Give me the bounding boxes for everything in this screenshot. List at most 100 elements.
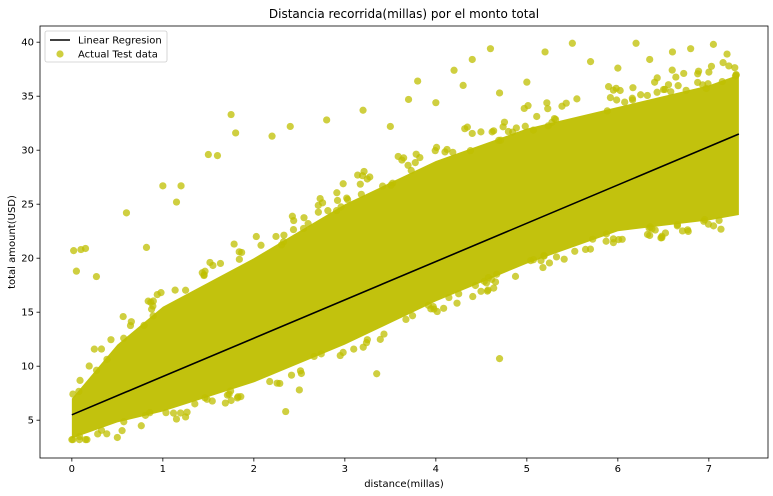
- scatter-point: [604, 83, 613, 91]
- scatter-point: [216, 259, 225, 268]
- y-tick-label: 10: [21, 362, 34, 373]
- scatter-point: [732, 71, 740, 79]
- scatter-point: [667, 88, 675, 96]
- scatter-point: [606, 93, 615, 102]
- scatter-point: [237, 393, 245, 401]
- scatter-point: [614, 64, 622, 72]
- scatter-point: [709, 40, 718, 48]
- scatter-point: [310, 352, 318, 361]
- scatter-point: [356, 180, 364, 188]
- scatter-point: [386, 122, 394, 131]
- scatter-point: [225, 390, 233, 398]
- scatter-point: [643, 91, 651, 100]
- scatter-point: [450, 66, 458, 74]
- scatter-point: [146, 409, 154, 417]
- scatter-point: [581, 245, 590, 254]
- scatter-point: [495, 89, 504, 97]
- scatter-point: [373, 370, 381, 378]
- legend: Linear Regresion Actual Test data: [44, 30, 168, 63]
- scatter-point: [72, 267, 80, 275]
- scatter-point: [707, 62, 716, 70]
- scatter-point: [668, 48, 677, 56]
- scatter-point: [177, 182, 185, 190]
- scatter-point: [159, 182, 167, 190]
- scatter-point: [637, 91, 645, 99]
- y-tick-label: 35: [21, 92, 34, 103]
- scatter-point: [543, 99, 551, 107]
- scatter-point: [235, 255, 243, 263]
- scatter-point: [272, 232, 280, 241]
- scatter-point: [511, 272, 520, 280]
- scatter-point: [629, 84, 637, 92]
- scatter-point: [122, 209, 131, 217]
- scatter-point: [282, 407, 290, 416]
- scatter-point: [651, 78, 659, 86]
- scatter-point: [172, 198, 181, 206]
- y-tick-label: 30: [21, 146, 34, 157]
- scatter-point: [414, 77, 422, 85]
- scatter-point: [182, 413, 190, 421]
- scatter-point: [268, 132, 276, 140]
- scatter-point: [500, 118, 509, 126]
- scatter-point: [632, 39, 640, 47]
- scatter-point: [227, 396, 235, 405]
- x-tick-label: 0: [69, 464, 75, 475]
- scatter-point: [81, 244, 90, 253]
- y-tick-label: 15: [21, 308, 34, 319]
- axes-frame: [39, 25, 769, 459]
- scatter-point: [573, 95, 581, 103]
- scatter-point: [149, 312, 157, 320]
- scatter-point: [589, 235, 597, 243]
- scatter-point: [404, 95, 413, 104]
- scatter-point: [171, 286, 179, 294]
- scatter-point: [209, 261, 217, 270]
- scatter-point: [336, 351, 344, 360]
- scatter-point: [69, 436, 77, 444]
- x-tick-label: 7: [706, 464, 712, 475]
- scatter-point: [398, 156, 406, 164]
- scatter-point: [687, 45, 695, 53]
- scatter-point: [363, 175, 371, 183]
- scatter-point: [289, 225, 298, 234]
- scatter-point: [715, 216, 723, 225]
- regression-line: [71, 133, 740, 416]
- scatter-point: [668, 66, 676, 74]
- scatter-point: [558, 102, 566, 110]
- scatter-point: [97, 345, 106, 353]
- scatter-point: [402, 315, 410, 324]
- scatter-point: [469, 292, 477, 301]
- scatter-point: [717, 225, 725, 233]
- scatter-point: [76, 376, 84, 384]
- x-tick-label: 1: [160, 464, 166, 475]
- scatter-point: [466, 147, 475, 155]
- scatter-point: [357, 190, 365, 198]
- scatter-point: [118, 427, 126, 435]
- scatter-point: [480, 277, 488, 285]
- scatter-point: [376, 335, 384, 343]
- scatter-point: [103, 355, 111, 363]
- scatter-point: [618, 235, 626, 243]
- scatter-point: [339, 180, 347, 188]
- scatter-point: [92, 366, 101, 374]
- scatter-point: [94, 430, 102, 438]
- scatter-point: [350, 345, 358, 353]
- scatter-point: [191, 400, 199, 408]
- scatter-point: [92, 272, 101, 281]
- scatter-point: [137, 422, 145, 430]
- scatter-point: [404, 161, 412, 169]
- scatter-point: [75, 436, 84, 444]
- x-tick-label: 2: [251, 464, 257, 475]
- scatter-point: [204, 150, 212, 159]
- axes: 0 1 2 3 4 5 6 7 5 10 15 20 25 30 35 40: [21, 25, 769, 475]
- scatter-point: [140, 321, 148, 329]
- scatter-point: [273, 379, 281, 387]
- scatter-point: [299, 224, 308, 233]
- scatter-point: [486, 45, 495, 53]
- scatter-point: [629, 96, 637, 104]
- x-tick-label: 5: [524, 464, 530, 475]
- scatter-point: [477, 128, 485, 136]
- scatter-point: [200, 271, 208, 280]
- scatter-point: [568, 39, 576, 47]
- scatter-point: [266, 377, 274, 386]
